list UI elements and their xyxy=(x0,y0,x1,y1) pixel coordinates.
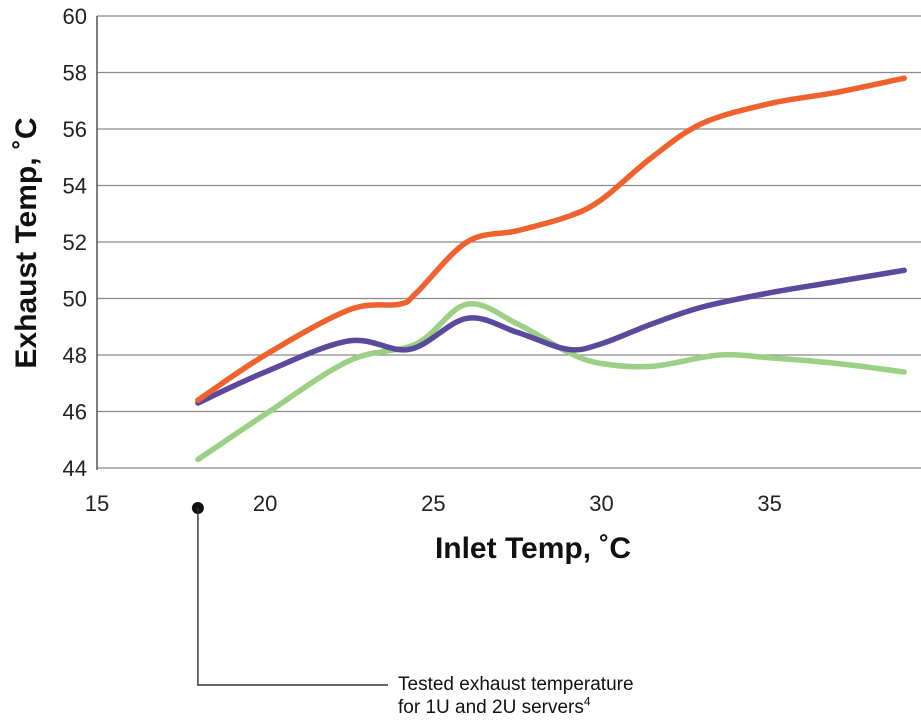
y-tick-50: 50 xyxy=(63,287,87,312)
y-tick-58: 58 xyxy=(63,61,87,86)
series-line-2 xyxy=(195,267,907,406)
y-tick-46: 46 xyxy=(63,400,87,425)
x-tick-labels: 15 20 25 30 35 xyxy=(85,491,782,516)
x-tick-15: 15 xyxy=(85,491,109,516)
y-tick-labels: 44 46 48 50 52 54 56 58 60 xyxy=(63,4,87,481)
y-tick-44: 44 xyxy=(63,456,87,481)
y-axis-title: Exhaust Temp, ˚C xyxy=(10,117,43,368)
annotation-leader-line xyxy=(197,508,388,686)
x-tick-35: 35 xyxy=(757,491,781,516)
x-tick-25: 25 xyxy=(421,491,445,516)
annotation-leader xyxy=(191,502,388,686)
y-tick-52: 52 xyxy=(63,230,87,255)
gridlines xyxy=(97,15,921,469)
annotation-text: Tested exhaust temperature for 1U and 2U… xyxy=(398,673,634,719)
annotation-line-1: Tested exhaust temperature xyxy=(398,674,634,695)
series-line-3 xyxy=(195,301,907,463)
x-axis-title: Inlet Temp, ˚C xyxy=(435,532,631,565)
annotation-footnote: 4 xyxy=(583,694,591,709)
y-tick-54: 54 xyxy=(63,174,87,199)
y-tick-48: 48 xyxy=(63,343,87,368)
x-tick-30: 30 xyxy=(589,491,613,516)
series-line-1 xyxy=(195,75,907,403)
y-tick-60: 60 xyxy=(63,4,87,29)
x-tick-20: 20 xyxy=(253,491,277,516)
annotation-line-2: for 1U and 2U servers4 xyxy=(398,696,634,719)
annotation-line-2-text: for 1U and 2U servers xyxy=(398,697,584,718)
series-lines xyxy=(195,75,907,463)
y-tick-56: 56 xyxy=(63,117,87,142)
